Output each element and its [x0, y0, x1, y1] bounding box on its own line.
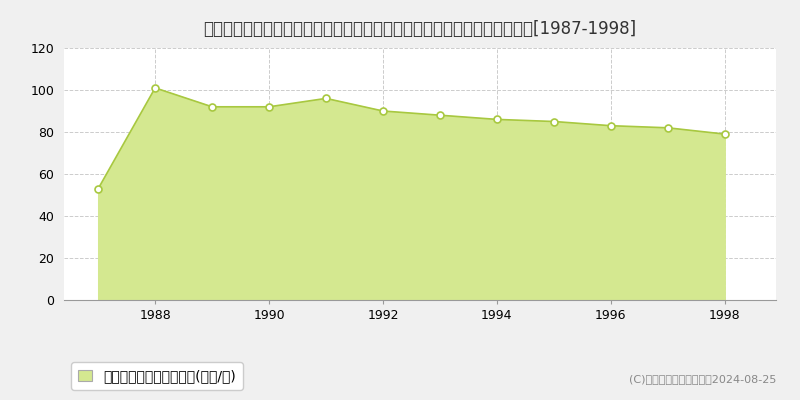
Title: 神奈川県横浜市栄区上郷町字矢沢２２２８番２３　基準地価格　地価推移[1987-1998]: 神奈川県横浜市栄区上郷町字矢沢２２２８番２３ 基準地価格 地価推移[1987-1…: [203, 20, 637, 38]
Legend: 基準地価格　平均嵪単価(万円/嵪): 基準地価格 平均嵪単価(万円/嵪): [71, 362, 242, 390]
Text: (C)土地価格ドットコム　2024-08-25: (C)土地価格ドットコム 2024-08-25: [629, 374, 776, 384]
